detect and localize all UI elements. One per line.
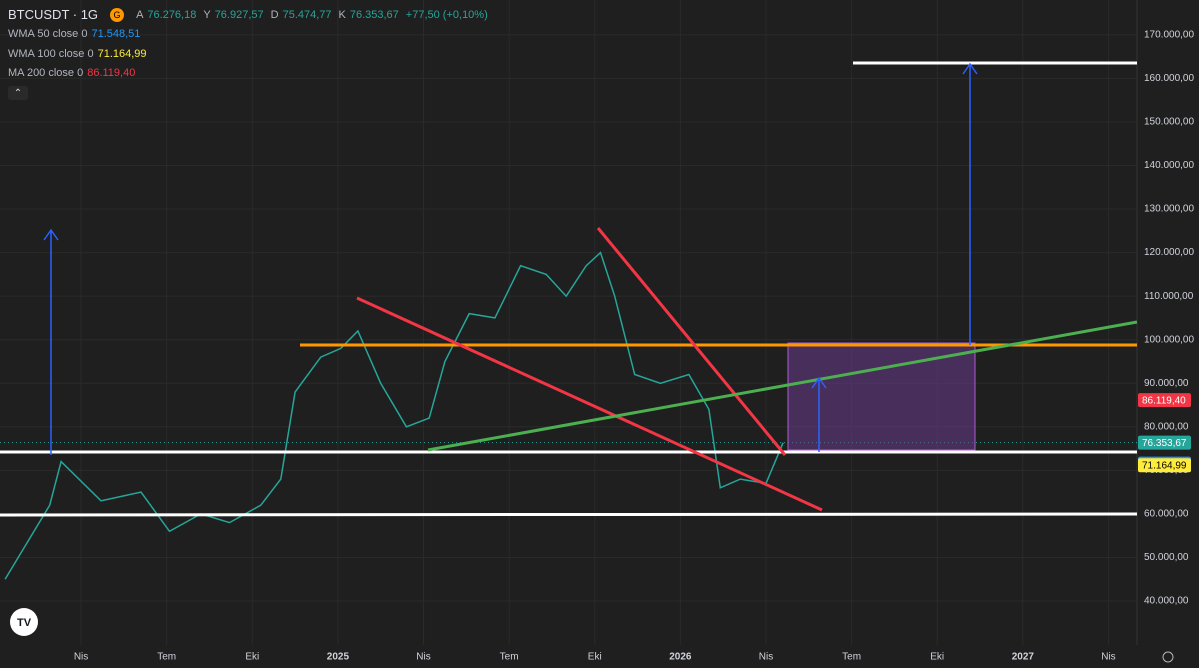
x-tick-label: 2026 (669, 652, 692, 663)
y-tick-label: 40.000,00 (1144, 596, 1189, 607)
price-tag-label: 71.164,99 (1142, 460, 1187, 471)
price-tag (1138, 458, 1191, 473)
arrow (962, 62, 978, 345)
y-tick-label: 120.000,00 (1144, 247, 1194, 258)
ohlc-key: A (136, 8, 144, 21)
support-line (0, 512, 1138, 517)
symbol: BTCUSDT · 1G (8, 7, 99, 23)
indicator-name: WMA 50 close 0 (8, 28, 88, 41)
y-tick-label: 170.000,00 (1144, 29, 1194, 40)
x-tick-label: Nis (1101, 652, 1115, 663)
logo-text: TV (17, 617, 32, 629)
x-tick-label: 2025 (327, 652, 350, 663)
settings-icon[interactable] (1162, 651, 1174, 663)
x-tick-label: Tem (842, 652, 861, 663)
ohlc-value: 75.474,77 (282, 8, 332, 21)
ohlc-key: Y (203, 8, 211, 21)
symbol-row: BTCUSDT · 1G G A 76.276,18 Y 76.927,57 D 75.4… (8, 5, 491, 25)
y-tick-label: 100.000,00 (1144, 334, 1194, 345)
price-tag (1138, 393, 1191, 408)
arrow (43, 228, 59, 455)
y-tick-label: 60.000,00 (1144, 509, 1189, 520)
x-tick-label: Eki (245, 652, 259, 663)
price-axis-bg (1137, 0, 1199, 668)
x-tick-label: Tem (157, 652, 176, 663)
y-tick-label: 50.000,00 (1144, 552, 1189, 563)
y-tick-label: 80.000,00 (1144, 421, 1189, 432)
ohlc-value: 76.353,67 (349, 8, 399, 21)
x-tick-label: Tem (500, 652, 519, 663)
x-tick-label: Nis (416, 652, 430, 663)
x-tick-label: Nis (74, 652, 88, 663)
trend-line (427, 320, 1138, 452)
trend-line (356, 296, 823, 512)
x-tick-label: Nis (759, 652, 773, 663)
ohlc-key: D (270, 8, 279, 21)
trend-line (596, 227, 787, 456)
indicator-value: 86.119,40 (87, 67, 136, 80)
collapse-button[interactable]: ⌃ (8, 86, 28, 100)
ohlc-key: K (338, 8, 346, 21)
y-tick-label: 140.000,00 (1144, 160, 1194, 171)
indicator-name: WMA 100 close 0 (8, 47, 94, 60)
indicator-row: MA 200 close 0 86.119,40 (8, 64, 491, 84)
target-box (787, 342, 976, 451)
change: +77,50 (+0,10%) (405, 8, 488, 21)
y-tick-label: 160.000,00 (1144, 73, 1194, 84)
ohlc-value: 76.276,18 (147, 8, 197, 21)
indicator-row: WMA 50 close 0 71.548,51 (8, 25, 491, 45)
y-tick-label: 130.000,00 (1144, 204, 1194, 215)
x-tick-label: Eki (930, 652, 944, 663)
y-tick-label: 110.000,00 (1144, 291, 1194, 302)
arrows (43, 62, 978, 455)
arrow (811, 376, 827, 452)
ohlc-value: 76.927,57 (214, 8, 264, 21)
y-tick-label: 90.000,00 (1144, 378, 1189, 389)
price-tag-label: 76.353,67 (1142, 438, 1187, 449)
indicator-value: 71.548,51 (91, 28, 141, 41)
price-tag-label: 86.119,40 (1142, 395, 1186, 406)
logo[interactable] (10, 608, 38, 636)
price-line (4, 251, 784, 580)
x-tick-label: 2027 (1012, 652, 1035, 663)
legend: BTCUSDT · 1G G A 76.276,18 Y 76.927,57 D 75.4… (8, 5, 491, 100)
price-tag (1138, 435, 1191, 450)
badge: G (110, 7, 125, 22)
x-tick-label: Eki (588, 652, 602, 663)
indicator-row: WMA 100 close 0 71.164,99 (8, 44, 491, 64)
y-tick-label: 150.000,00 (1144, 117, 1194, 128)
indicator-name: MA 200 close 0 (8, 67, 84, 80)
indicator-value: 71.164,99 (97, 47, 147, 60)
